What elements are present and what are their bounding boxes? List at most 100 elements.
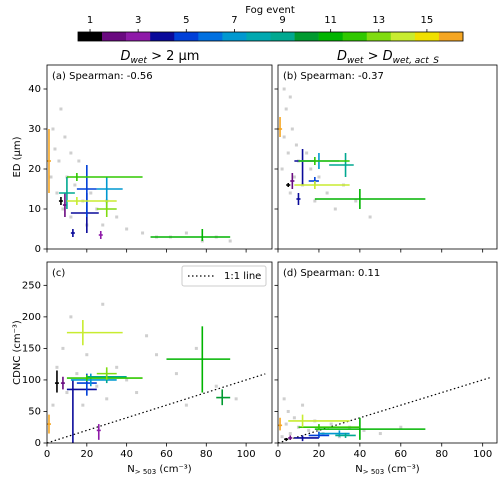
- panel-label: (a) Spearman: -0.56: [52, 71, 153, 82]
- background-point: [290, 127, 294, 131]
- background-point: [184, 403, 188, 407]
- background-point: [288, 191, 292, 195]
- x-tick-label: 100: [237, 449, 256, 460]
- column-title: Dwet > Dwet, act_S: [337, 49, 439, 66]
- axes-frame: [277, 64, 498, 250]
- title-part: D: [337, 49, 347, 64]
- colorbar-title: Fog event: [245, 5, 295, 16]
- y-tick-label: 0: [35, 244, 41, 255]
- background-point: [141, 231, 145, 235]
- background-point: [57, 159, 61, 163]
- one-to-one-line: [277, 376, 491, 444]
- colorbar-frame: [77, 31, 464, 42]
- background-point: [125, 227, 129, 231]
- background-point: [294, 143, 298, 147]
- background-point: [284, 422, 288, 426]
- one-to-one-line: [46, 373, 266, 444]
- x-tick-label: 80: [200, 449, 213, 460]
- background-point: [214, 384, 218, 388]
- background-point: [362, 428, 366, 432]
- colorbar-tick-label: 7: [231, 15, 237, 26]
- colorbar-swatch: [294, 32, 319, 41]
- background-point: [174, 372, 178, 376]
- title-part: >: [363, 49, 382, 64]
- background-point: [286, 409, 290, 413]
- background-point: [69, 215, 73, 219]
- panel: [278, 87, 426, 219]
- y-tick-label: 250: [22, 280, 41, 291]
- label-part: > 503: [363, 468, 384, 476]
- panel-label: (d) Spearman: 0.11: [283, 268, 380, 279]
- background-point: [115, 215, 119, 219]
- background-point: [325, 191, 329, 195]
- colorbar-swatch: [102, 32, 127, 41]
- x-axis-label: N> 503 (cm⁻³): [355, 464, 420, 476]
- background-point: [301, 403, 305, 407]
- colorbar-swatch: [270, 32, 295, 41]
- background-point: [95, 384, 99, 388]
- background-point: [309, 167, 313, 171]
- colorbar-swatch: [78, 32, 103, 41]
- y-tick-label: 0: [35, 438, 41, 449]
- colorbar-swatch: [390, 32, 416, 41]
- background-point: [280, 167, 284, 171]
- background-point: [354, 199, 358, 203]
- y-tick-label: 150: [22, 343, 41, 354]
- background-point: [69, 315, 73, 319]
- y-tick-label: 30: [28, 124, 41, 135]
- colorbar-swatch: [342, 32, 368, 41]
- legend-label: 1:1 line: [224, 271, 261, 282]
- background-point: [55, 191, 59, 195]
- panel-label: (b) Spearman: -0.37: [283, 71, 384, 82]
- background-point: [378, 432, 382, 436]
- x-tick-label: 60: [160, 449, 173, 460]
- x-axis-label: N> 503 (cm⁻³): [127, 464, 192, 476]
- background-point: [51, 127, 55, 131]
- background-point: [282, 397, 286, 401]
- axes-frame: [46, 261, 273, 444]
- label-part: N: [355, 464, 362, 475]
- title-part: wet: [131, 56, 148, 66]
- colorbar-swatch: [366, 32, 392, 41]
- background-point: [288, 95, 292, 99]
- y-tick-label: 40: [28, 84, 41, 95]
- label-part: (cm⁻³): [384, 464, 420, 475]
- background-point: [184, 231, 188, 235]
- background-point: [65, 391, 69, 395]
- y-tick-label: 100: [22, 375, 41, 386]
- colorbar-tick-label: 11: [324, 15, 337, 26]
- colorbar-tick-label: 13: [372, 15, 385, 26]
- x-tick-label: 40: [354, 449, 367, 460]
- x-tick-label: 20: [313, 449, 326, 460]
- background-point: [307, 428, 311, 432]
- x-tick-label: 60: [394, 449, 407, 460]
- column-title: Dwet > 2 μm: [121, 49, 200, 66]
- background-point: [234, 397, 238, 401]
- background-point: [75, 372, 79, 376]
- background-point: [284, 107, 288, 111]
- colorbar-swatch: [198, 32, 223, 41]
- background-point: [145, 334, 149, 338]
- y-tick-label: 20: [28, 164, 41, 175]
- background-point: [63, 135, 67, 139]
- background-point: [61, 346, 65, 350]
- title-part: wet, act_S: [393, 56, 440, 66]
- background-point: [77, 159, 81, 163]
- y-axis-label: ED (μm): [12, 136, 23, 177]
- colorbar-swatch: [126, 32, 151, 41]
- background-point: [282, 87, 286, 91]
- background-point: [155, 353, 159, 357]
- background-point: [282, 135, 286, 139]
- panel-label: (c): [52, 268, 65, 279]
- legend-box: [181, 265, 267, 287]
- background-point: [280, 435, 284, 439]
- x-tick-label: 80: [435, 449, 448, 460]
- axes-frame: [277, 261, 498, 444]
- background-point: [228, 239, 232, 243]
- background-point: [368, 215, 372, 219]
- y-tick-label: 10: [28, 204, 41, 215]
- background-point: [305, 151, 309, 155]
- title-part: > 2 μm: [147, 49, 200, 64]
- label-part: (cm⁻³): [156, 464, 192, 475]
